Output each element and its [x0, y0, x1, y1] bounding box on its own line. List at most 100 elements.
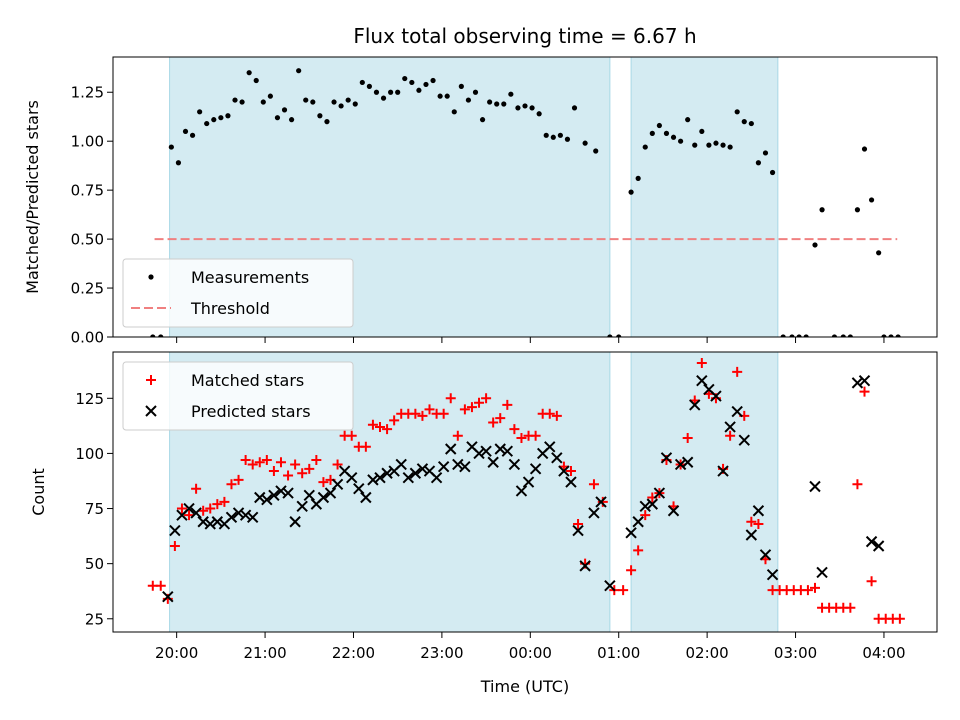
y-axis-label-count: Count [29, 468, 48, 516]
data-point [663, 130, 670, 136]
data-point [812, 242, 818, 248]
data-point [458, 83, 464, 89]
legend: Measurements Threshold [122, 258, 354, 328]
data-point [346, 471, 358, 484]
data-point [381, 467, 393, 479]
data-point [544, 408, 555, 419]
data-point [232, 97, 238, 103]
data-point [297, 468, 308, 479]
x-tick-label: 21:00 [243, 644, 286, 662]
data-point [444, 93, 450, 99]
x-tick-label: 03:00 [774, 644, 817, 662]
data-point [854, 207, 861, 213]
data-point [769, 169, 776, 176]
data-point [254, 457, 265, 468]
data-point [689, 399, 701, 411]
data-point [253, 77, 259, 84]
data-point [402, 471, 415, 484]
data-point [565, 466, 576, 477]
data-point [859, 386, 870, 397]
data-point [437, 93, 443, 99]
y-axis-label-ratio: Matched/Predicted stars [23, 100, 42, 294]
data-point [713, 140, 719, 146]
data-point [502, 399, 513, 410]
data-point [189, 132, 196, 138]
data-point [233, 474, 244, 485]
data-point [639, 500, 651, 513]
data-point [530, 430, 541, 441]
data-point [374, 471, 386, 484]
data-point [452, 458, 464, 471]
data-point [741, 119, 747, 125]
data-point [183, 502, 195, 515]
data-point [494, 443, 506, 455]
data-point [626, 565, 637, 576]
data-point [197, 109, 203, 115]
data-point [640, 510, 651, 521]
data-point [430, 471, 443, 484]
x-tick-label: 22:00 [332, 644, 375, 662]
data-point [710, 390, 722, 402]
data-point [819, 207, 825, 213]
data-point [410, 408, 421, 419]
data-point [618, 585, 629, 596]
data-point [317, 113, 323, 119]
data-point [324, 119, 330, 125]
observing-interval-2 [630, 57, 779, 337]
data-point [311, 455, 322, 466]
y-tick-label: 50 [85, 555, 104, 573]
data-point [597, 496, 608, 507]
data-point [681, 456, 694, 468]
data-point [359, 79, 365, 86]
legend-label: Measurements [191, 268, 309, 287]
data-point [866, 576, 877, 587]
data-point [699, 128, 705, 135]
data-point [667, 505, 680, 517]
data-point [628, 189, 634, 195]
data-point [409, 79, 415, 86]
data-point [544, 441, 556, 453]
data-point [494, 101, 500, 107]
data-point [480, 445, 492, 457]
data-point [474, 397, 485, 408]
data-point [395, 458, 407, 471]
data-point [865, 535, 878, 548]
data-point [479, 117, 486, 123]
data-point [501, 101, 507, 107]
data-point [205, 503, 216, 514]
data-point [424, 404, 435, 415]
data-point [176, 503, 187, 514]
data-point [395, 89, 401, 95]
data-point [283, 470, 294, 481]
data-point [190, 507, 202, 519]
data-point [752, 505, 765, 517]
data-point [745, 529, 758, 541]
data-point [226, 479, 237, 490]
data-point [725, 430, 736, 441]
data-point [876, 250, 882, 256]
data-point [515, 105, 521, 111]
data-point [847, 334, 853, 337]
data-point [198, 505, 209, 516]
data-point [670, 134, 677, 140]
data-point [366, 83, 372, 89]
data-point [367, 474, 379, 486]
series-matched-stars [147, 358, 905, 624]
data-point [646, 498, 659, 510]
data-point [588, 479, 599, 490]
data-point [678, 138, 684, 144]
data-point [579, 560, 591, 572]
data-point [529, 463, 542, 475]
chart-title: Flux total observing time = 6.67 h [353, 24, 696, 48]
data-point [508, 91, 514, 97]
data-point [536, 111, 542, 117]
data-point [282, 487, 294, 499]
data-point [573, 518, 584, 529]
data-point [182, 128, 189, 135]
data-point [232, 507, 245, 519]
data-point [593, 148, 599, 154]
data-point [551, 410, 562, 421]
data-point [802, 585, 813, 596]
data-point [317, 491, 330, 504]
